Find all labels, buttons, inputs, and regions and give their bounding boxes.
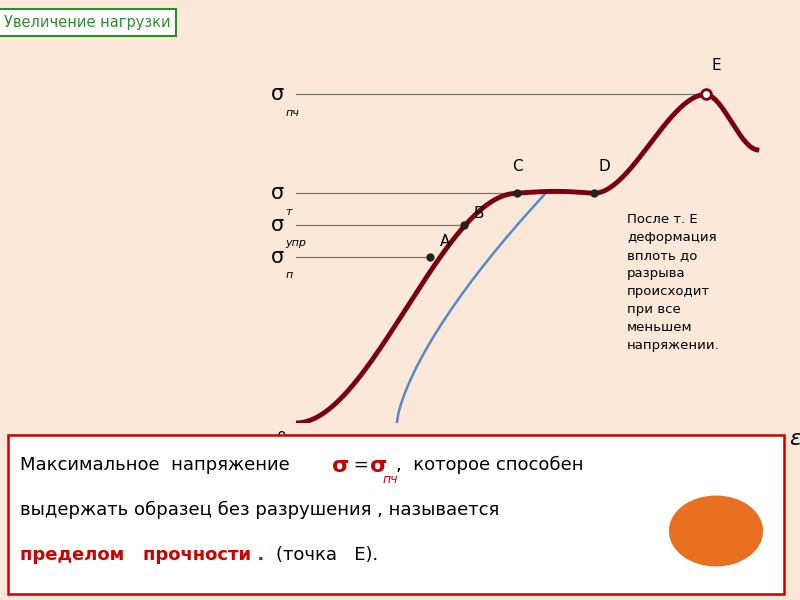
Text: 0: 0 — [277, 431, 286, 446]
Text: (точка   Е).: (точка Е). — [276, 546, 378, 564]
Text: σ: σ — [370, 456, 387, 476]
Text: упр: упр — [286, 238, 306, 248]
Text: Увеличение нагрузки: Увеличение нагрузки — [4, 15, 170, 30]
Text: σ: σ — [271, 184, 284, 203]
Text: A: A — [440, 234, 450, 249]
Text: После т. Е
деформация
вплоть до
разрыва
происходит
при все
меньшем
напряжении.: После т. Е деформация вплоть до разрыва … — [627, 213, 720, 352]
Text: ,  которое способен: , которое способен — [396, 456, 583, 474]
Text: σ: σ — [271, 215, 284, 235]
Text: ε: ε — [789, 429, 800, 449]
Text: E: E — [711, 58, 721, 73]
Text: выдержать образец без разрушения , называется: выдержать образец без разрушения , назыв… — [20, 501, 499, 519]
Text: $\varepsilon_{ост}$: $\varepsilon_{ост}$ — [380, 463, 414, 481]
Text: п: п — [286, 270, 293, 280]
Text: B: B — [474, 206, 484, 221]
Text: σ: σ — [271, 85, 284, 104]
Text: пределом   прочности .: пределом прочности . — [20, 546, 270, 564]
Text: пч: пч — [286, 107, 299, 118]
Text: σ: σ — [279, 0, 294, 3]
Text: =: = — [348, 456, 374, 474]
Text: Максимальное  напряжение: Максимальное напряжение — [20, 456, 295, 474]
Text: C: C — [512, 158, 522, 173]
Text: D: D — [598, 158, 610, 173]
Text: σ: σ — [332, 456, 350, 476]
Text: σ: σ — [271, 247, 284, 266]
Text: т: т — [286, 206, 292, 217]
Text: пч: пч — [382, 473, 398, 486]
